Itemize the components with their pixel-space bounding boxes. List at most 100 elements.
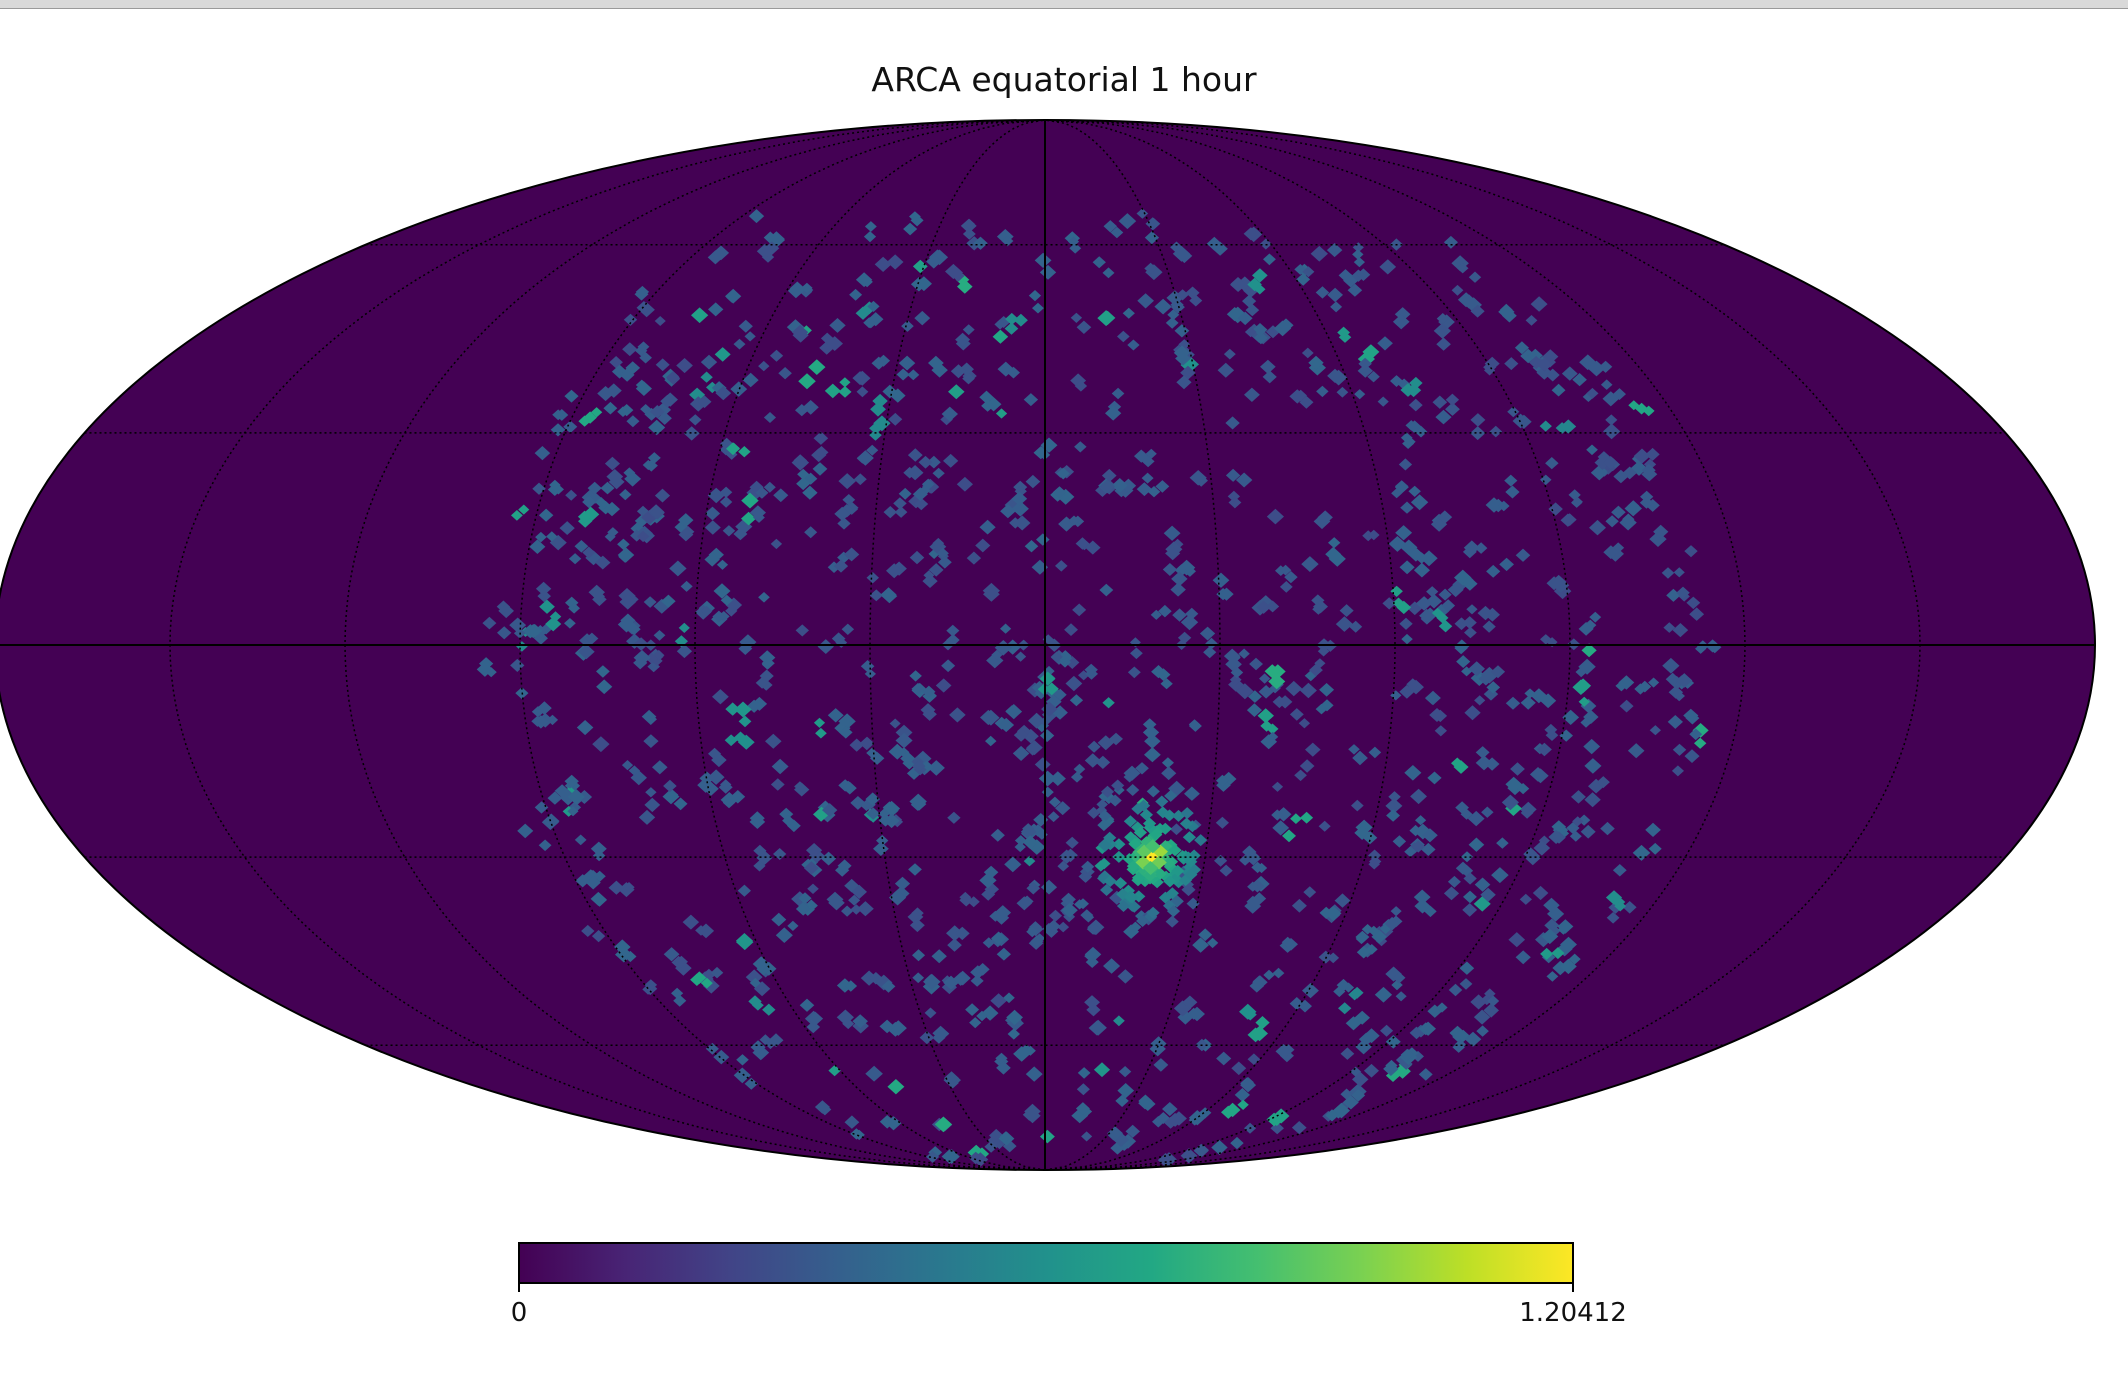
sky-pixel <box>1271 809 1284 821</box>
sky-pixel <box>1684 749 1700 763</box>
sky-pixel <box>1237 311 1253 326</box>
sky-pixel <box>1065 675 1083 692</box>
sky-pixel <box>837 859 852 873</box>
sky-pixel <box>1117 1083 1135 1099</box>
sky-pixel <box>1127 339 1140 351</box>
sky-pixel <box>1260 359 1276 374</box>
sky-pixel <box>888 743 906 760</box>
sky-pixel <box>1583 738 1601 755</box>
sky-pixel <box>1455 801 1469 814</box>
sky-pixel <box>984 1140 998 1153</box>
sky-pixel <box>1230 1136 1244 1150</box>
sky-pixel <box>1683 708 1699 723</box>
sky-pixel <box>1413 562 1430 578</box>
sky-pixel <box>889 1020 907 1036</box>
sky-pixel <box>1086 1003 1101 1017</box>
sky-pixel <box>963 218 975 230</box>
sky-pixel <box>1689 607 1705 621</box>
sky-pixel <box>1103 875 1117 888</box>
sky-pixel <box>1069 242 1082 254</box>
sky-pixel <box>614 939 631 955</box>
sky-pixel <box>1247 1053 1261 1065</box>
sky-pixel <box>812 462 828 476</box>
sky-pixel <box>1135 910 1148 922</box>
sky-pixel <box>1407 420 1422 434</box>
sky-pixel <box>1141 472 1154 484</box>
sky-pixel <box>1188 1110 1206 1126</box>
sky-pixel <box>1263 969 1275 981</box>
sky-pixel <box>1076 898 1089 910</box>
sky-pixel <box>842 1018 855 1030</box>
sky-pixel <box>713 583 731 599</box>
sky-pixel <box>1390 906 1402 917</box>
sky-pixel <box>1356 268 1371 281</box>
sky-pixel <box>1143 817 1157 830</box>
sky-pixel <box>886 254 904 270</box>
sky-pixel <box>1481 806 1494 818</box>
sky-pixel <box>1542 349 1559 364</box>
sky-pixel <box>1434 725 1447 737</box>
sky-pixel <box>1505 485 1520 499</box>
sky-pixel <box>1244 387 1260 402</box>
sky-pixel <box>657 411 672 425</box>
sky-pixel <box>1343 1095 1359 1110</box>
sky-pixel <box>1380 1024 1394 1037</box>
sky-pixel <box>856 386 869 398</box>
sky-pixel <box>673 797 688 811</box>
sky-pixel <box>1127 900 1141 913</box>
sky-pixel <box>787 283 804 299</box>
sky-pixel <box>995 408 1008 419</box>
sky-pixel <box>1473 1009 1491 1025</box>
sky-pixel <box>1215 816 1229 829</box>
sky-pixel <box>763 481 776 493</box>
sky-pixel <box>1368 529 1380 541</box>
sky-pixel <box>1006 1009 1023 1026</box>
sky-pixel <box>851 884 867 899</box>
sky-pixel <box>872 393 888 409</box>
sky-pixel <box>888 889 907 906</box>
sky-pixel <box>1328 537 1341 549</box>
sky-pixel <box>1020 824 1037 839</box>
sky-pixel <box>941 659 956 673</box>
sky-pixel <box>623 882 635 893</box>
colorbar-tick-max <box>1572 1284 1574 1292</box>
sky-pixel <box>1584 758 1602 774</box>
sky-pixel <box>762 1003 776 1016</box>
sky-pixel <box>845 501 859 514</box>
sky-pixel <box>1529 356 1544 369</box>
sky-pixel <box>1181 883 1196 897</box>
sky-pixel <box>770 538 783 550</box>
sky-pixel <box>1470 994 1487 1010</box>
sky-pixel <box>1477 605 1494 621</box>
sky-pixel <box>1671 765 1684 777</box>
sky-pixel <box>1426 586 1439 598</box>
sky-pixel <box>575 874 590 888</box>
sky-pixel <box>1173 1000 1192 1017</box>
sky-pixel <box>1404 765 1422 781</box>
sky-pixel <box>1249 657 1263 671</box>
sky-pixel <box>1584 792 1601 808</box>
sky-pixel <box>1385 966 1402 982</box>
sky-pixel <box>1457 292 1475 308</box>
sky-pixel <box>1113 877 1128 890</box>
sky-pixel <box>990 828 1005 842</box>
sky-pixel <box>1648 842 1662 855</box>
sky-pixel <box>1162 563 1178 576</box>
sky-pixel <box>1451 284 1464 296</box>
sky-pixel <box>1163 875 1177 888</box>
sky-pixel <box>1400 1048 1414 1061</box>
sky-pixel <box>715 386 732 401</box>
sky-pixel <box>947 811 961 824</box>
sky-pixel <box>1354 389 1366 400</box>
sky-pixel <box>719 496 733 508</box>
sky-pixel <box>1586 387 1599 399</box>
sky-pixel <box>645 787 657 798</box>
sky-pixel <box>635 345 648 357</box>
sky-pixel <box>989 910 1002 922</box>
sky-pixel <box>638 809 656 825</box>
sky-pixel <box>707 769 725 785</box>
sky-pixel <box>1548 925 1561 937</box>
sky-pixel <box>1427 1005 1440 1017</box>
sky-pixel <box>1420 550 1438 567</box>
